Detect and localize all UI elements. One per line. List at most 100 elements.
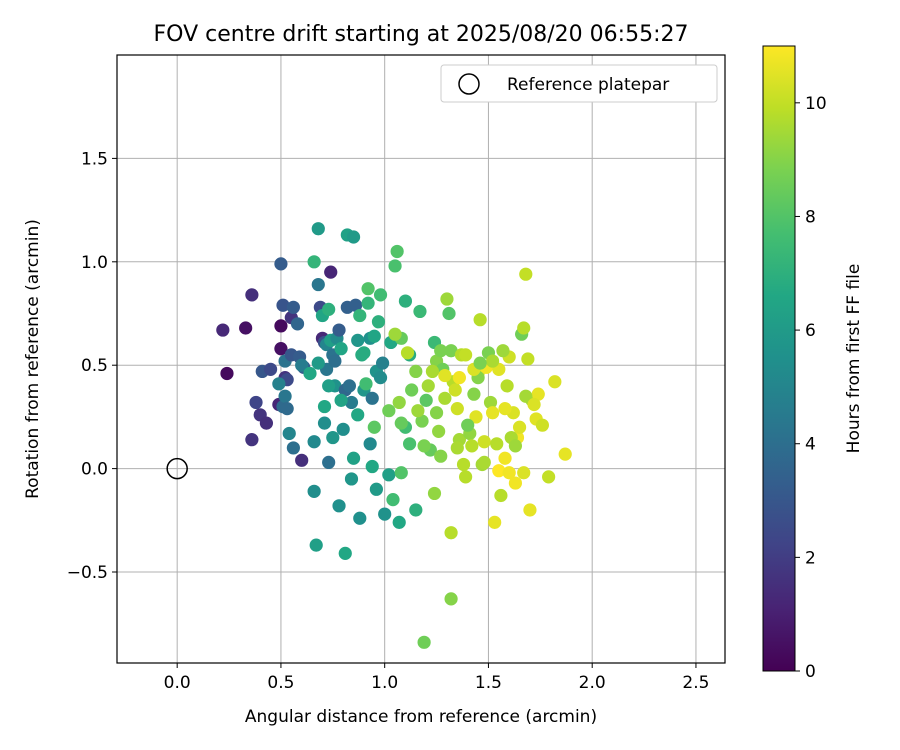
scatter-point [405,383,419,397]
scatter-point [338,546,352,560]
scatter-point [349,298,363,312]
scatter-point [542,470,556,484]
y-tick-label: 0.5 [81,356,108,376]
scatter-point [334,342,348,356]
scatter-point [392,395,406,410]
reference-point [166,457,188,480]
scatter-point [344,395,359,410]
scatter-point [278,389,292,403]
scatter-point [450,441,464,455]
scatter-point [317,399,332,414]
scatter-point [363,437,377,451]
scatter-point [448,383,462,397]
scatter-point [409,503,423,517]
scatter-point [498,451,512,465]
scatter-point [361,282,375,296]
scatter-point [344,472,359,486]
scatter-point [459,470,473,484]
scatter-point [239,321,253,335]
scatter-point [438,368,452,383]
scatter-point [307,255,321,269]
scatter-point [245,433,259,447]
colorbar-label: Hours from first FF file [844,264,864,454]
plot-area [116,54,726,664]
scatter-point [444,592,458,606]
scatter-point [473,356,487,370]
scatter-point [361,296,375,310]
x-tick-label: 0.5 [267,673,294,693]
scatter-point [286,441,300,455]
scatter-point [519,267,533,281]
legend: Reference platepar [440,64,718,103]
scatter-point [353,308,367,323]
scatter-point [392,515,406,529]
scatter-point [371,315,386,329]
scatter-point [245,288,259,302]
scatter-point [465,439,479,453]
scatter-point [276,298,290,312]
scatter-point [461,418,475,432]
scatter-point [485,354,500,368]
scatter-point [328,354,342,368]
scatter-point [485,406,500,420]
scatter-point [477,435,491,449]
scatter-point [438,391,452,405]
scatter-point [378,507,392,521]
scatter-point [527,397,541,412]
scatter-point [388,327,402,341]
x-tick-label: 1.0 [371,673,398,693]
scatter-point [353,511,367,525]
scatter-point [434,449,448,463]
scatter-point [521,352,535,366]
scatter-point [469,410,483,424]
scatter-point [459,348,473,362]
scatter-point [398,294,413,308]
scatter-point [502,466,516,480]
y-tick-label: 1.5 [81,149,108,169]
scatter-point [307,484,321,498]
scatter-point [317,416,332,430]
scatter-point [322,455,336,470]
scatter-point [492,464,506,478]
scatter-point [500,379,514,393]
scatter-point [351,333,365,347]
scatter-point [519,389,533,403]
scatter-point [346,230,361,244]
x-tick-label: 1.5 [475,673,502,693]
scatter-point [365,391,379,405]
scatter-point [336,422,350,436]
x-tick-label: 0.0 [164,673,191,693]
scatter-point [442,306,456,321]
x-axis-ticks: 0.0 0.5 1.0 1.5 2.0 2.5 [164,663,709,693]
scatter-point [456,457,471,472]
scatter-point [512,420,527,434]
scatter-point [295,358,309,372]
scatter-point [427,486,442,501]
scatter-point [498,402,512,416]
scatter-point [450,402,464,416]
scatter-point [409,364,423,379]
scatter-point [311,277,325,292]
scatter-point [359,377,373,391]
scatter-point [531,387,545,401]
scatter-point [477,455,491,470]
scatter-point [326,430,340,445]
scatter-point [322,302,336,316]
scatter-point [411,404,425,418]
scatter-point [402,437,417,451]
scatter-point [373,288,388,302]
scatter-point [274,319,288,333]
scatter-point [388,259,402,273]
y-tick-label: 1.0 [81,253,108,273]
y-axis-label: Rotation from reference (arcmin) [23,219,43,499]
scatter-point [425,364,440,379]
scatter-point [390,244,404,259]
scatter-point [394,466,408,480]
scatter-point [558,447,572,461]
scatter-points [216,222,572,649]
scatter-point [274,257,288,271]
colorbar-tick-label: 0 [805,662,816,682]
scatter-point [290,317,305,331]
scatter-point [434,344,448,358]
